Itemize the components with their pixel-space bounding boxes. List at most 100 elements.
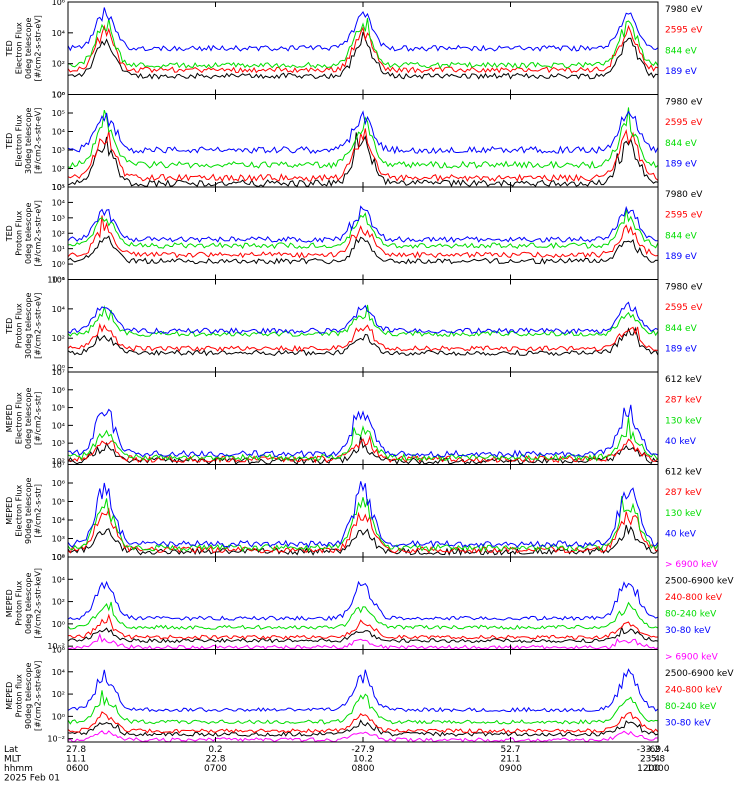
series-line xyxy=(68,110,658,155)
panel-2: 10¹ 10² 10³ 10⁴ 10⁵ 10⁶ TEDElectron Flux30deg … xyxy=(5,91,703,193)
series-line xyxy=(68,132,658,187)
legend-entry: 2595 eV xyxy=(665,118,703,128)
legend-entry: 612 keV xyxy=(665,468,702,478)
legend-entry: 7980 eV xyxy=(665,190,703,200)
legend-entry: 189 eV xyxy=(665,159,698,169)
legend-entry: 844 eV xyxy=(665,139,698,149)
series-line xyxy=(68,601,658,630)
legend-entry: 844 eV xyxy=(665,46,698,56)
y-tick-label: 10⁴ xyxy=(52,128,65,137)
y-tick-label: 10³ xyxy=(52,439,65,448)
y-tick-label: 10⁴ xyxy=(52,198,65,207)
legend-entry: 7980 eV xyxy=(665,283,703,293)
series-line xyxy=(68,17,658,69)
series-line xyxy=(68,481,658,549)
panel-1: 10⁰ 10² 10⁴ 10⁶ TEDElectron Flux0deg telesco… xyxy=(5,0,703,100)
series-line xyxy=(68,322,658,352)
y-axis-label-line: Proton Flux xyxy=(15,581,24,626)
series-line xyxy=(68,215,658,259)
series-line xyxy=(68,730,658,742)
panel-series-group xyxy=(68,404,658,465)
y-axis-label: TEDElectron Flux30deg telescope[#/cm2-s-… xyxy=(5,107,43,174)
x-tick-label-hhmm: 1200 xyxy=(637,764,660,774)
y-axis-label-line: TED xyxy=(5,133,14,150)
y-tick-label: 10³ xyxy=(52,214,65,223)
y-axis-label-line: Electron Flux xyxy=(15,392,24,444)
y-axis-label-line: [#/cm2-s-str-eV] xyxy=(34,15,43,81)
y-tick-label: 10⁴ xyxy=(52,421,65,430)
x-tick-label-lat: -27.9 xyxy=(351,745,375,755)
y-axis-label-line: TED xyxy=(5,318,14,335)
y-tick-label: 10⁻¹ xyxy=(47,276,65,285)
y-axis-label: TEDElectron Flux0deg telescope[#/cm2-s-s… xyxy=(5,15,43,81)
y-axis-label: TEDProton Flux30deg telescope[#/cm2-s-st… xyxy=(5,292,43,359)
y-tick-label: 10² xyxy=(52,334,65,343)
series-line xyxy=(68,301,658,335)
panel-7: 10⁻² 10⁰ 10² 10⁴ 10⁶ MEPEDProton Flux0deg tel… xyxy=(5,553,734,651)
legend-entry: 844 eV xyxy=(665,231,698,241)
series-line xyxy=(68,711,658,734)
panel-3: 10⁻¹ 10⁰ 10¹ 10² 10³ 10⁴ 10⁵ TEDProton Flux0deg… xyxy=(5,183,703,285)
y-tick-label: 10¹ xyxy=(52,245,65,254)
y-axis-label-line: Proton flux xyxy=(15,674,24,717)
y-axis-label: MEPEDProton flux90deg telescope[#/cm2-s-… xyxy=(5,660,43,731)
x-tick-label-lat: -69.4 xyxy=(646,745,670,755)
y-tick-label: 10² xyxy=(52,229,65,238)
panel-5: 10² 10³ 10⁴ 10⁵ 10⁶ 10⁷ MEPEDElectron Flux0deg… xyxy=(5,368,702,466)
y-tick-label: 10² xyxy=(52,457,65,466)
y-axis-label-line: 90deg telescope xyxy=(24,477,33,544)
series-line xyxy=(68,690,658,725)
y-axis-label-line: [#/cm2-s-str] xyxy=(34,484,43,537)
panel-series-group xyxy=(68,481,658,556)
y-tick-label: 10⁴ xyxy=(52,29,65,38)
legend-entry: 130 keV xyxy=(665,416,702,426)
legend-entry: 130 keV xyxy=(665,509,702,519)
x-row-label: MLT xyxy=(4,755,22,765)
y-axis-label-line: 90deg telescope xyxy=(24,662,33,729)
y-tick-label: 10⁶ xyxy=(52,646,65,655)
y-axis-label-line: [#/cm2-s-str-eV] xyxy=(34,108,43,174)
y-axis-label-line: Electron Flux xyxy=(15,114,24,166)
y-tick-label: 10² xyxy=(52,598,65,607)
x-tick-label-lat: 0.2 xyxy=(208,745,222,755)
x-tick-label-hhmm: 0900 xyxy=(499,764,522,774)
series-line xyxy=(68,417,658,462)
x-tick-label-lat: -33.2 xyxy=(637,745,660,755)
y-axis-label-line: Proton Flux xyxy=(15,211,24,256)
y-tick-label: 10² xyxy=(52,553,65,562)
legend-entry: 2500-6900 keV xyxy=(665,577,734,587)
panel-series-group xyxy=(68,7,658,80)
legend-entry: 80-240 keV xyxy=(665,702,717,712)
panel-series-group xyxy=(68,580,658,650)
x-tick-label-mlt: 5.8 xyxy=(651,755,666,765)
series-line xyxy=(68,304,658,337)
legend-entry: 2595 eV xyxy=(665,211,703,221)
y-axis-label-line: Electron Flux xyxy=(15,484,24,536)
series-line xyxy=(68,719,658,737)
legend-entry: 30-80 keV xyxy=(665,626,711,636)
y-axis-label-line: [#/cm2-s-str-keV] xyxy=(34,660,43,731)
y-axis-label-line: MEPED xyxy=(5,589,14,617)
legend-entry: 2500-6900 keV xyxy=(665,669,734,679)
y-axis-label-line: MEPED xyxy=(5,682,14,710)
y-axis-label-line: 0deg telescope xyxy=(24,387,33,448)
panel-frame xyxy=(67,649,659,743)
y-tick-label: 10⁶ xyxy=(52,91,65,100)
x-row-label: Lat xyxy=(4,745,19,755)
series-line xyxy=(68,613,658,640)
legend-entry: 40 keV xyxy=(665,437,697,447)
x-tick-label-hhmm: 1000 xyxy=(647,764,670,774)
x-tick-label-hhmm: 0800 xyxy=(352,764,375,774)
series-line xyxy=(68,580,658,621)
legend-entry: 40 keV xyxy=(665,529,697,539)
panel-series-group xyxy=(68,205,658,265)
x-tick-label-hhmm: 0600 xyxy=(66,764,89,774)
panel-series-group xyxy=(68,107,658,187)
panel-8: 10⁻² 10⁰ 10² 10⁴ 10⁶ MEPEDProton flux90deg te… xyxy=(5,646,734,744)
x-row-label: hhmm xyxy=(4,764,33,774)
y-tick-label: 10² xyxy=(52,690,65,699)
y-tick-label: 10⁰ xyxy=(52,620,65,629)
legend-entry: 287 keV xyxy=(665,396,702,406)
legend-entry: 189 eV xyxy=(665,344,698,354)
legend-entry: 80-240 keV xyxy=(665,610,717,620)
